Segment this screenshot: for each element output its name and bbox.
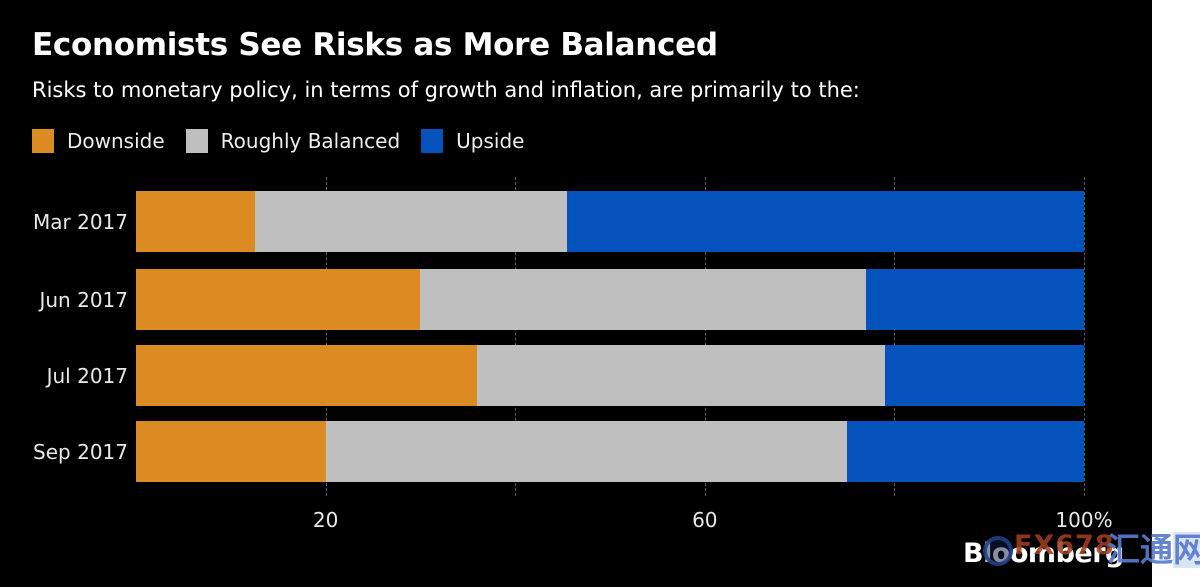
bar-row-jun-2017 [136,269,1084,330]
category-label-sep-2017: Sep 2017 [33,439,128,464]
legend-item-roughly-balanced: Roughly Balanced [185,129,401,153]
bar-row-mar-2017 [136,191,1084,252]
watermark-cn-char: 网 [1173,532,1200,568]
gridline-20 [325,177,327,496]
bar-segment-downside-jun-2017 [136,269,421,330]
bar-segment-roughly-balanced-jun-2017 [420,269,866,330]
bar-segment-roughly-balanced-jul-2017 [477,345,885,406]
upside-swatch-icon [421,129,444,153]
watermark-chinese-text: 汇通网 [1107,532,1200,568]
legend-label-downside: Downside [67,129,165,153]
category-label-jun-2017: Jun 2017 [39,287,128,312]
bar-segment-upside-mar-2017 [567,191,1084,252]
category-label-mar-2017: Mar 2017 [33,209,128,234]
gridline-40 [515,177,517,496]
legend-item-downside: Downside [32,129,165,153]
legend-item-upside: Upside [421,129,524,153]
category-label-jul-2017: Jul 2017 [46,363,128,388]
bar-segment-roughly-balanced-sep-2017 [325,421,847,482]
downside-swatch-icon [32,129,54,153]
bar-row-sep-2017 [136,421,1084,482]
x-axis-tick-60: 60 [692,508,718,532]
watermark-fx678: FX678 [1014,530,1115,561]
bar-segment-upside-jun-2017 [865,269,1084,330]
gridline-100 [1084,177,1085,496]
chart-title: Economists See Risks as More Balanced [32,27,718,63]
bar-segment-roughly-balanced-mar-2017 [254,191,568,252]
legend-label-roughly-balanced: Roughly Balanced [220,129,401,153]
plot-area [136,177,1085,496]
legend-label-upside: Upside [456,129,525,153]
watermark-circle-icon [983,536,1013,566]
bar-segment-downside-jul-2017 [136,345,478,406]
watermark-cn-char: 汇 [1107,530,1140,569]
y-axis-labels: Mar 2017 Jun 2017 Jul 2017 Sep 2017 [0,177,128,496]
x-axis-tick-100-: 100% [1055,508,1113,532]
x-axis-tick-20: 20 [312,508,339,532]
gridline-80 [894,177,896,496]
x-axis: 20 60 100% [136,508,1113,534]
right-margin-strip [1152,0,1200,587]
bar-segment-upside-sep-2017 [847,421,1084,482]
legend: Downside Roughly Balanced Upside [32,129,524,153]
roughly-balanced-swatch-icon [185,129,208,153]
watermark-cn-char: 通 [1140,530,1173,569]
bar-segment-downside-mar-2017 [136,191,255,252]
chart-subtitle: Risks to monetary policy, in terms of gr… [32,78,860,102]
bar-segment-upside-jul-2017 [884,345,1084,406]
gridline-60 [704,177,706,496]
bar-row-jul-2017 [136,345,1084,406]
bar-segment-downside-sep-2017 [136,421,326,482]
